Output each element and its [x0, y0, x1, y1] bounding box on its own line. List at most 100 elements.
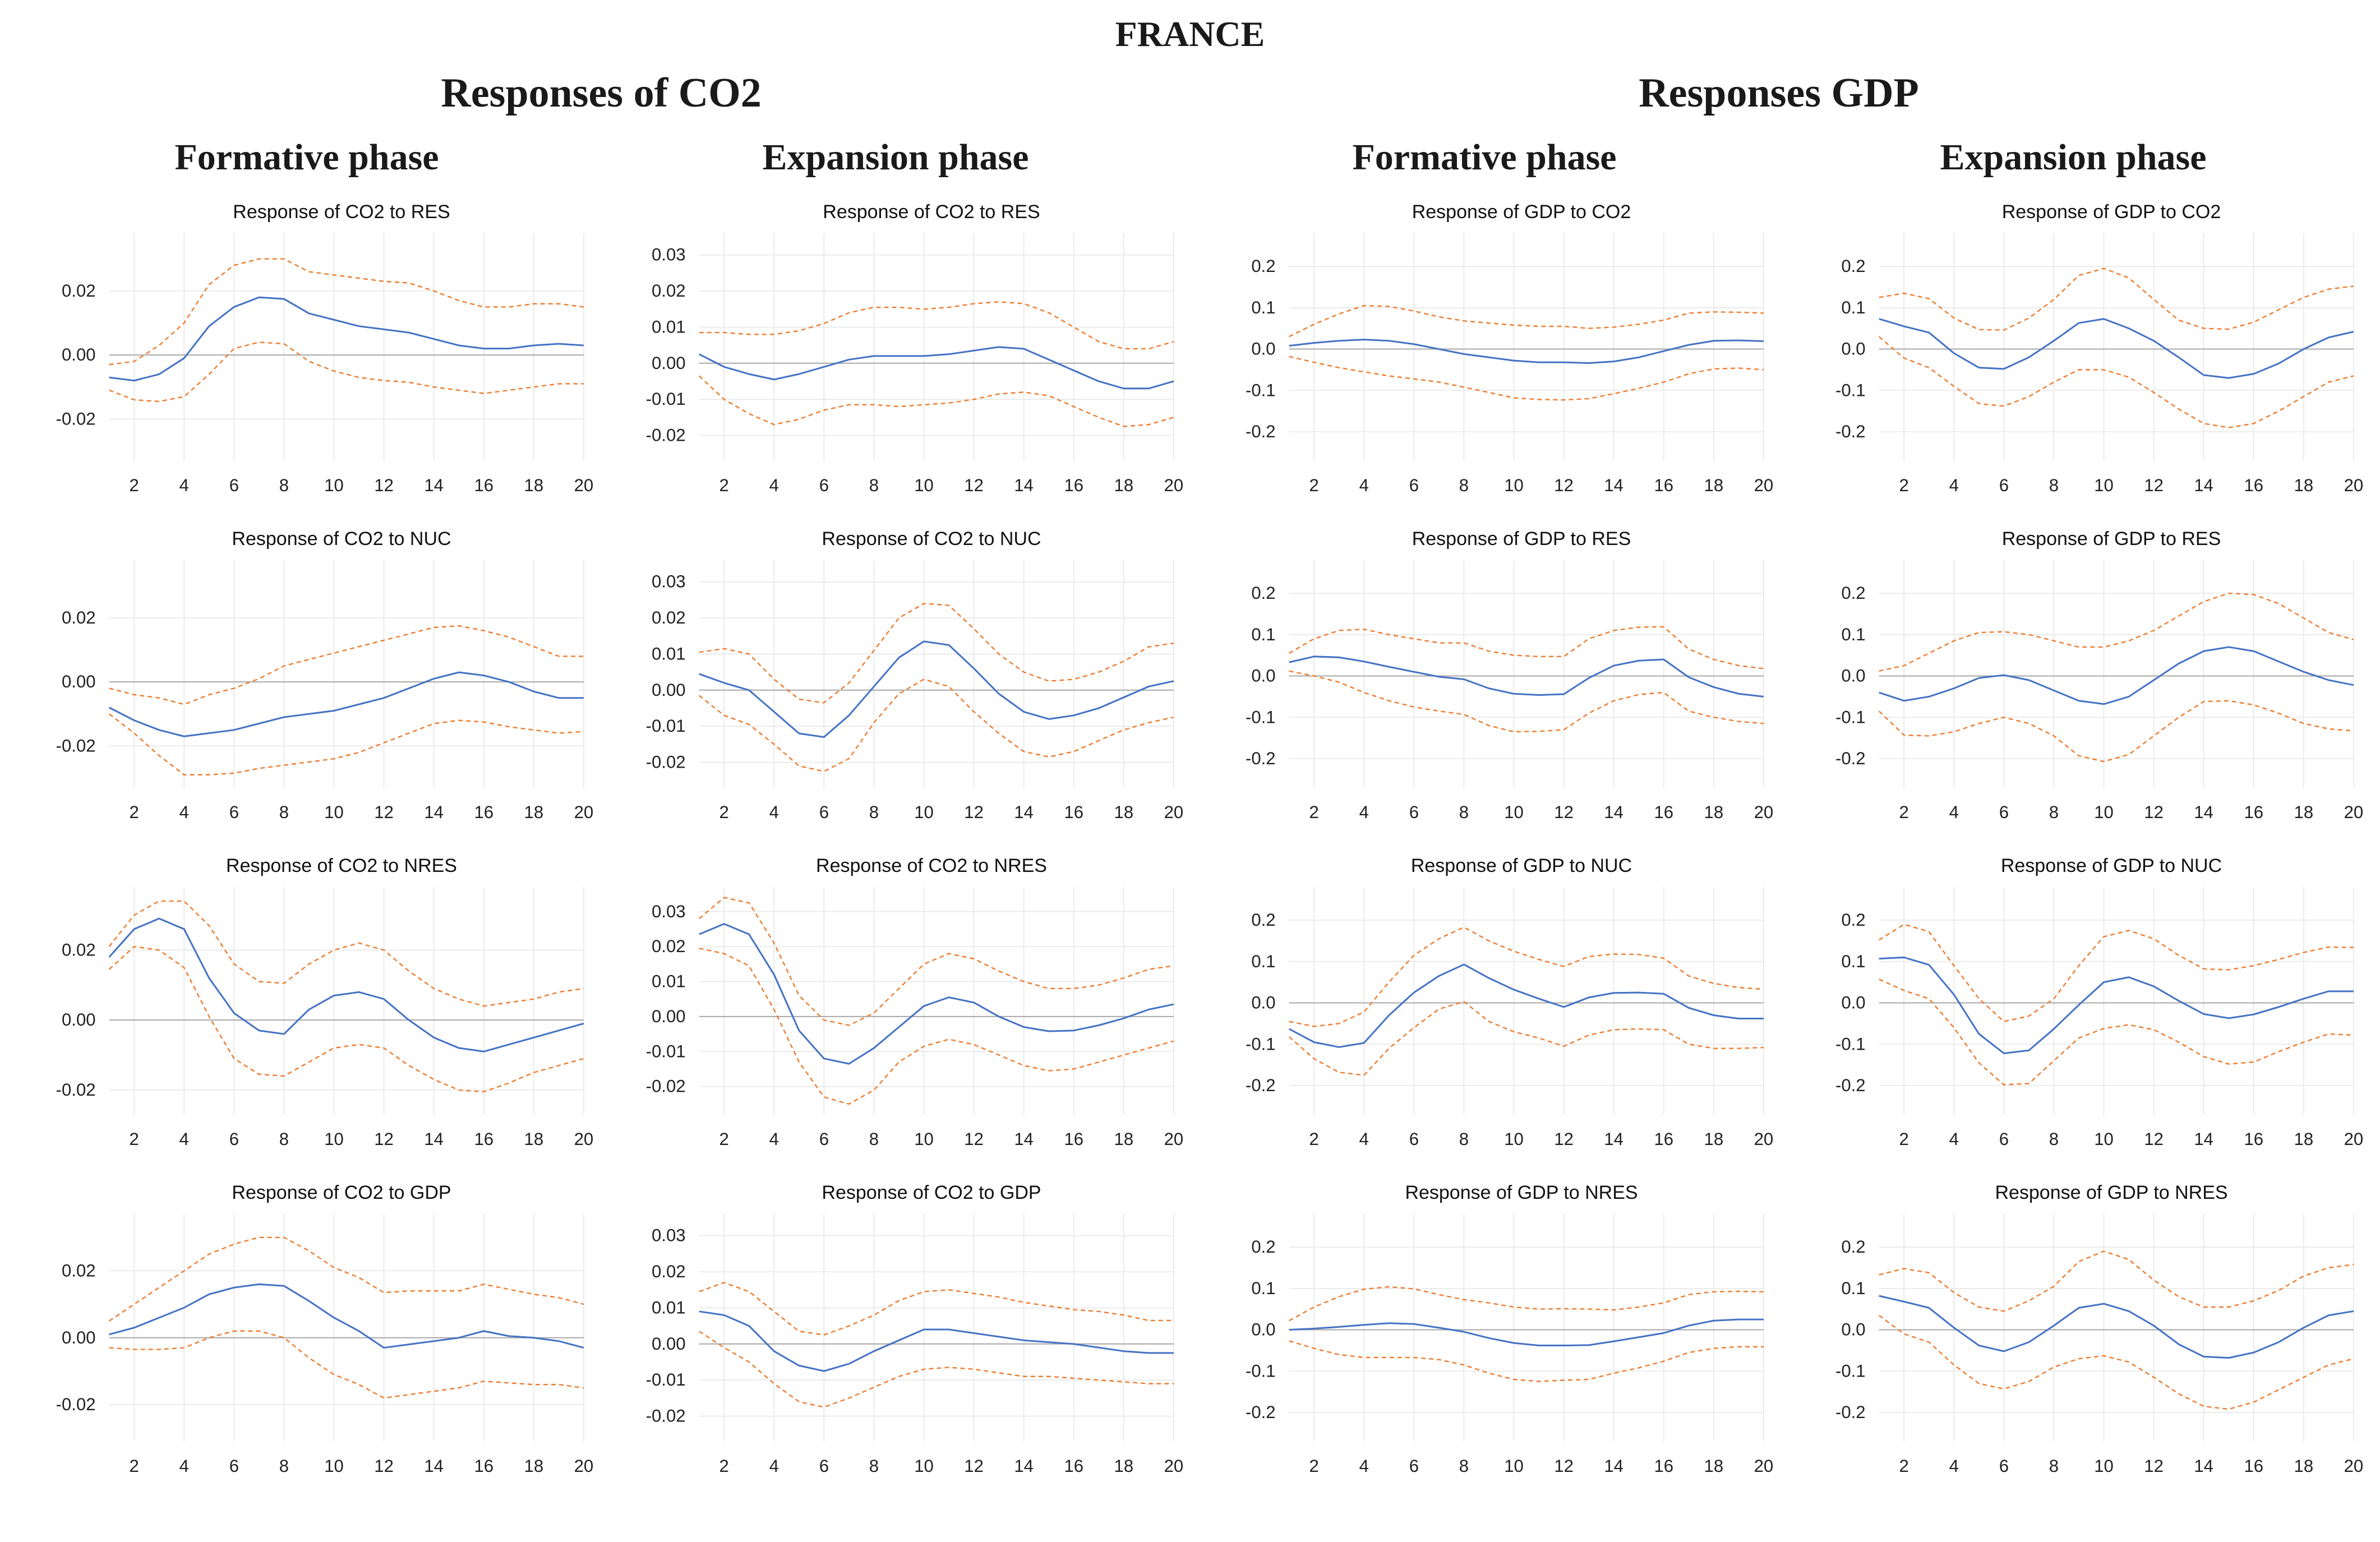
svg-text:-0.02: -0.02 — [56, 736, 96, 755]
svg-text:-0.2: -0.2 — [1246, 422, 1276, 441]
svg-text:6: 6 — [1409, 475, 1419, 495]
svg-text:-0.01: -0.01 — [646, 1370, 686, 1389]
svg-text:16: 16 — [1064, 1129, 1083, 1149]
svg-text:0.03: 0.03 — [652, 572, 686, 592]
svg-text:4: 4 — [1949, 1129, 1959, 1149]
chart-title: Response of GDP to RES — [1412, 528, 1631, 550]
svg-text:12: 12 — [1554, 802, 1574, 822]
svg-text:4: 4 — [179, 1129, 189, 1149]
svg-text:16: 16 — [1064, 802, 1083, 822]
svg-text:14: 14 — [424, 1456, 444, 1476]
svg-text:4: 4 — [179, 475, 189, 495]
svg-text:16: 16 — [1064, 1456, 1083, 1476]
svg-text:2: 2 — [1309, 475, 1319, 495]
plot-gdp-to-nres-formative: 0.2 0.1 0.0 -0.1 -0.2 2 4 6 8 10 12 14 16 18 20 — [1246, 1213, 1773, 1476]
chart-title: Response of GDP to CO2 — [1412, 201, 1631, 223]
svg-text:2: 2 — [719, 475, 729, 495]
svg-text:0.00: 0.00 — [62, 1010, 96, 1029]
svg-text:18: 18 — [1114, 1129, 1134, 1149]
svg-text:16: 16 — [1064, 475, 1083, 495]
svg-text:12: 12 — [2144, 1129, 2164, 1149]
chart-gdp-to-res-formative: Response of GDP to RES 0.2 0.1 0.0 -0.1 -0.2… — [1192, 528, 1778, 834]
phase-header-row: Formative phase Expansion phase Formativ… — [12, 136, 2368, 179]
svg-text:-0.2: -0.2 — [1835, 422, 1866, 441]
chart-title: Response of CO2 to NUC — [232, 528, 451, 550]
chart-title: Response of CO2 to GDP — [232, 1181, 451, 1203]
svg-text:12: 12 — [1554, 475, 1574, 495]
svg-text:-0.02: -0.02 — [56, 1080, 96, 1100]
svg-text:10: 10 — [2094, 802, 2114, 822]
svg-text:18: 18 — [1704, 802, 1724, 822]
svg-text:4: 4 — [1359, 1129, 1369, 1149]
svg-text:16: 16 — [1654, 1129, 1673, 1149]
plot-co2-to-nuc-formative: 0.02 0.00 -0.02 2 4 6 8 10 12 14 16 18 20 — [56, 560, 593, 822]
svg-text:14: 14 — [1604, 802, 1623, 822]
svg-text:12: 12 — [964, 1456, 984, 1476]
group-header-co2: Responses of CO2 — [441, 70, 762, 116]
svg-text:18: 18 — [1704, 1456, 1724, 1476]
svg-text:14: 14 — [2194, 1456, 2213, 1476]
svg-text:0.2: 0.2 — [1251, 583, 1275, 603]
svg-text:10: 10 — [324, 475, 344, 495]
svg-text:-0.1: -0.1 — [1835, 1034, 1866, 1054]
svg-text:-0.01: -0.01 — [646, 716, 686, 736]
chart-co2-to-gdp-expansion: Response of CO2 to GDP 0.03 0.02 0.01 0.00 -… — [602, 1182, 1188, 1488]
svg-text:-0.1: -0.1 — [1835, 707, 1866, 727]
svg-text:6: 6 — [229, 1456, 239, 1476]
svg-text:20: 20 — [574, 1456, 594, 1476]
chart-title: Response of CO2 to RES — [233, 201, 450, 223]
svg-text:0.00: 0.00 — [652, 1007, 686, 1026]
svg-text:2: 2 — [1309, 1129, 1319, 1149]
svg-text:12: 12 — [1554, 1456, 1574, 1476]
svg-text:18: 18 — [2294, 1456, 2314, 1476]
chart-gdp-to-co2-expansion: Response of GDP to CO2 0.2 0.1 0.0 -0.1 -0.2… — [1782, 201, 2368, 507]
svg-text:8: 8 — [2049, 802, 2059, 822]
plot-co2-to-nres-expansion: 0.03 0.02 0.01 0.00 -0.01 -0.02 2 4 6 8 10 12 14 16 18… — [646, 887, 1183, 1149]
svg-text:2: 2 — [719, 1456, 729, 1476]
svg-text:0.00: 0.00 — [652, 353, 686, 373]
svg-text:4: 4 — [1949, 1456, 1959, 1476]
svg-text:8: 8 — [869, 1129, 879, 1149]
chart-gdp-to-co2-formative: Response of GDP to CO2 0.2 0.1 0.0 -0.1 -0.2… — [1192, 201, 1778, 507]
svg-text:20: 20 — [1754, 1129, 1774, 1149]
svg-text:16: 16 — [474, 1129, 493, 1149]
page-title: FRANCE — [1115, 14, 1265, 54]
svg-text:0.1: 0.1 — [1251, 952, 1275, 971]
svg-text:0.00: 0.00 — [62, 672, 96, 691]
svg-text:4: 4 — [1359, 802, 1369, 822]
chart-title: Response of GDP to RES — [2001, 528, 2221, 550]
chart-co2-to-nres-formative: Response of CO2 to NRES 0.02 0.00 -0.02 2 4 6… — [12, 855, 598, 1161]
svg-text:0.1: 0.1 — [1841, 625, 1865, 644]
svg-text:16: 16 — [2244, 802, 2263, 822]
svg-text:4: 4 — [1359, 1456, 1369, 1476]
svg-text:6: 6 — [229, 802, 239, 822]
svg-text:0.00: 0.00 — [62, 1328, 96, 1347]
svg-text:0.02: 0.02 — [652, 936, 686, 956]
svg-text:20: 20 — [2344, 1129, 2364, 1149]
svg-text:6: 6 — [1999, 802, 2009, 822]
chart-gdp-to-nuc-expansion: Response of GDP to NUC 0.2 0.1 0.0 -0.1 -0.2… — [1782, 855, 2368, 1161]
svg-text:0.02: 0.02 — [62, 281, 96, 301]
figure-page: FRANCE Responses of CO2 Responses GDP Fo… — [12, 14, 2368, 1488]
chart-title: Response of GDP to NRES — [1995, 1181, 2228, 1203]
svg-text:-0.1: -0.1 — [1246, 380, 1276, 400]
svg-text:2: 2 — [1899, 1456, 1909, 1476]
svg-text:20: 20 — [2344, 475, 2364, 495]
svg-text:18: 18 — [1114, 475, 1134, 495]
svg-text:10: 10 — [324, 1456, 344, 1476]
svg-text:2: 2 — [130, 1456, 139, 1476]
svg-text:14: 14 — [2194, 802, 2213, 822]
svg-text:8: 8 — [2049, 1456, 2059, 1476]
svg-text:8: 8 — [1459, 1456, 1469, 1476]
svg-text:8: 8 — [869, 802, 879, 822]
svg-text:8: 8 — [2049, 1129, 2059, 1149]
svg-text:6: 6 — [819, 475, 829, 495]
svg-text:18: 18 — [524, 475, 544, 495]
svg-text:4: 4 — [179, 802, 189, 822]
chart-title: Response of CO2 to NRES — [816, 855, 1047, 876]
svg-text:16: 16 — [2244, 1456, 2263, 1476]
chart-title: Response of GDP to NUC — [2000, 855, 2222, 876]
svg-text:4: 4 — [1949, 475, 1959, 495]
svg-text:4: 4 — [769, 802, 779, 822]
svg-text:0.0: 0.0 — [1251, 1319, 1275, 1339]
